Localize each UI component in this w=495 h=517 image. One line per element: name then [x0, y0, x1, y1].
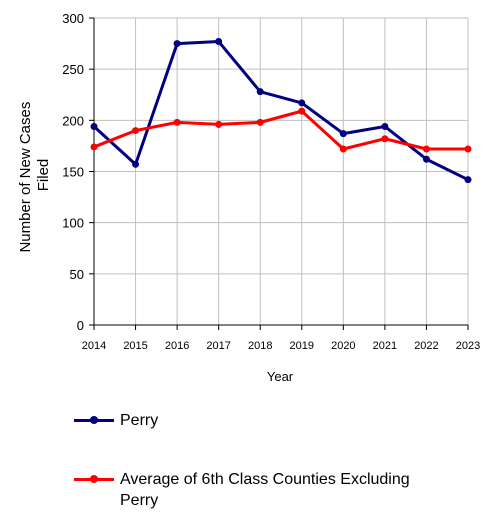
legend-label-average-line-1: Average of 6th Class Counties Excluding	[120, 471, 410, 488]
data-point-1	[422, 145, 430, 153]
data-point-1	[90, 143, 98, 151]
x-tick-label: 2016	[165, 340, 189, 352]
data-point-1	[173, 118, 181, 126]
x-tick-label: 2021	[373, 340, 397, 352]
data-point-1	[339, 145, 347, 153]
data-point-0	[90, 122, 98, 130]
x-tick-label: 2022	[414, 340, 438, 352]
x-tick-labels: 2014 2015 2016 2017 2018 2019 2020 2021 2022 2023	[82, 340, 480, 352]
legend-label-perry: Perry	[120, 412, 159, 429]
data-point-0	[215, 38, 223, 46]
data-point-1	[464, 145, 472, 153]
data-point-0	[464, 176, 472, 184]
y-tick-label: 250	[62, 62, 84, 77]
legend-item-perry: Perry	[74, 410, 158, 431]
data-point-1	[381, 135, 389, 143]
x-tick-label: 2017	[206, 340, 230, 352]
series-line-0	[92, 40, 469, 182]
axes	[89, 17, 469, 330]
y-axis-label-line-1: Number of New Cases	[17, 102, 34, 253]
y-tick-labels: 0 50 100 150 200 250 300	[62, 11, 84, 333]
legend-swatch-dot	[90, 475, 98, 483]
data-point-0	[298, 99, 306, 107]
x-tick-label: 2015	[123, 340, 147, 352]
x-tick-label: 2019	[290, 340, 314, 352]
data-point-1	[215, 120, 223, 128]
data-point-0	[422, 155, 430, 163]
legend-swatch-dot	[90, 416, 98, 424]
data-point-0	[381, 122, 389, 130]
x-tick-label: 2018	[248, 340, 272, 352]
legend-item-average: Average of 6th Class Counties Excluding …	[74, 469, 410, 511]
y-axis-label-line-2: Filed	[35, 159, 52, 192]
data-series	[90, 38, 472, 184]
data-point-0	[132, 160, 140, 168]
data-point-0	[173, 40, 181, 48]
legend-label-average-line-2: Perry	[120, 492, 159, 509]
y-tick-label: 100	[62, 216, 84, 231]
data-point-1	[298, 107, 306, 115]
gridlines	[94, 17, 469, 325]
data-point-0	[256, 88, 264, 96]
y-tick-label: 150	[62, 165, 84, 180]
x-tick-label: 2014	[82, 340, 106, 352]
data-point-0	[339, 130, 347, 138]
data-point-1	[256, 118, 264, 126]
x-tick-label: 2020	[331, 340, 355, 352]
x-axis-label: Year	[267, 369, 294, 384]
y-tick-label: 300	[62, 11, 84, 26]
y-tick-label: 200	[62, 113, 84, 128]
y-tick-label: 50	[70, 267, 84, 282]
y-axis-label: Number of New Cases Filed	[17, 97, 52, 252]
data-point-1	[132, 127, 140, 135]
series-line-1	[93, 109, 468, 151]
y-tick-label: 0	[77, 318, 84, 333]
x-tick-label: 2023	[456, 340, 480, 352]
